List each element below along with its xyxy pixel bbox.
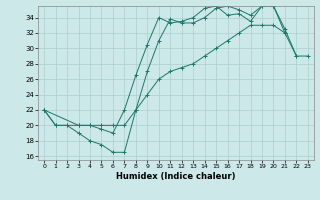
X-axis label: Humidex (Indice chaleur): Humidex (Indice chaleur) (116, 172, 236, 181)
